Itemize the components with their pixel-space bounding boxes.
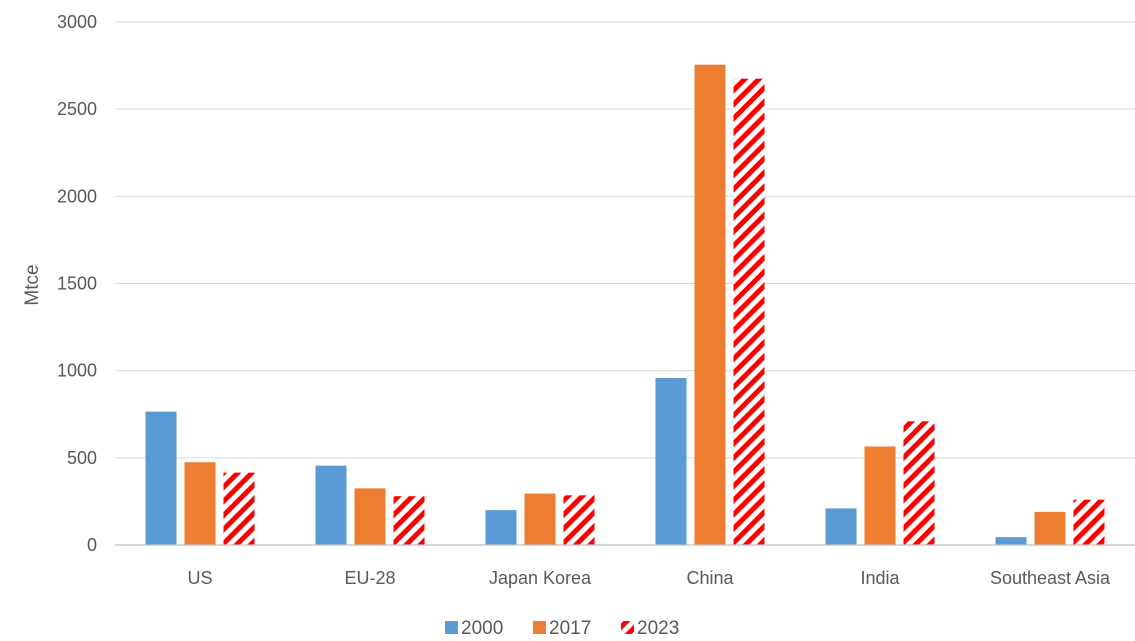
bar-2000	[655, 377, 687, 545]
y-axis-title: Mtce	[22, 264, 43, 305]
y-tick-label: 0	[87, 535, 97, 555]
x-tick-label: Southeast Asia	[990, 568, 1111, 588]
bar-2017	[1034, 511, 1066, 545]
bar-2000	[145, 411, 177, 545]
bar-2023	[903, 421, 935, 545]
legend-swatch	[445, 621, 458, 634]
x-tick-label: China	[686, 568, 734, 588]
y-tick-label: 1000	[57, 361, 97, 381]
x-tick-label: India	[860, 568, 900, 588]
y-tick-label: 1500	[57, 274, 97, 294]
bar-2017	[524, 493, 556, 545]
bar-2023	[393, 496, 425, 545]
y-tick-label: 2500	[57, 99, 97, 119]
y-tick-label: 2000	[57, 186, 97, 206]
bar-2000	[995, 537, 1027, 545]
bar-2017	[694, 64, 726, 545]
legend-label: 2017	[549, 618, 591, 639]
bar-2000	[315, 465, 347, 545]
legend-swatch	[621, 621, 634, 634]
gridlines	[115, 21, 1135, 459]
x-tick-label: US	[187, 568, 212, 588]
legend-label: 2000	[461, 618, 503, 639]
bar-2023	[563, 495, 595, 545]
legend: 2000 2017 2023	[445, 618, 679, 639]
legend-label: 2023	[637, 618, 679, 639]
legend-swatch	[533, 621, 546, 634]
bar-2017	[184, 462, 216, 545]
bar-2000	[485, 510, 517, 545]
bar-2023	[223, 472, 255, 545]
bar-2017	[354, 488, 386, 545]
x-tick-label: Japan Korea	[489, 568, 592, 588]
y-tick-label: 500	[67, 448, 97, 468]
bars	[145, 64, 1105, 546]
y-tick-label: 3000	[57, 12, 97, 32]
bar-2023	[1073, 499, 1105, 545]
bar-2017	[864, 446, 896, 545]
x-tick-label: EU-28	[344, 568, 395, 588]
bar-2000	[825, 508, 857, 545]
bar-2023	[733, 78, 765, 546]
x-axis-ticks: US EU-28 Japan Korea China India Southeast As…	[187, 568, 1111, 588]
y-axis-ticks: 0 500 1000 1500 2000 2500 3000	[57, 12, 97, 555]
